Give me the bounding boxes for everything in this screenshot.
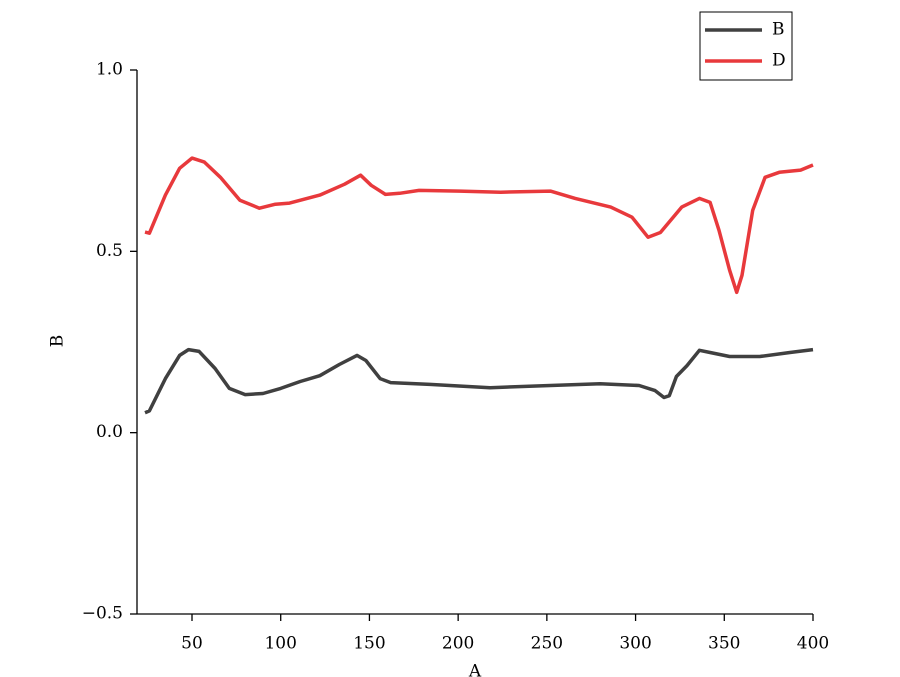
y-tick-label: −0.5 [82,604,123,624]
x-tick-label: 400 [797,634,829,654]
x-tick-label: 300 [619,634,651,654]
x-tick-label: 200 [442,634,474,654]
x-tick-label: 250 [531,634,563,654]
legend-label: D [772,51,786,71]
x-tick-label: 100 [264,634,296,654]
legend-box [699,11,793,81]
x-axis-label: A [468,662,482,677]
y-axis-label: B [48,335,68,348]
y-tick-label: 1.0 [96,60,123,80]
y-tick-label: 0.5 [96,241,123,261]
legend-label: B [772,20,785,40]
x-tick-label: 150 [353,634,385,654]
data-line [144,156,814,295]
x-tick-label: 350 [708,634,740,654]
y-tick-label: 0.0 [96,422,123,442]
x-tick-label: 50 [181,634,203,654]
data-line [144,347,814,415]
